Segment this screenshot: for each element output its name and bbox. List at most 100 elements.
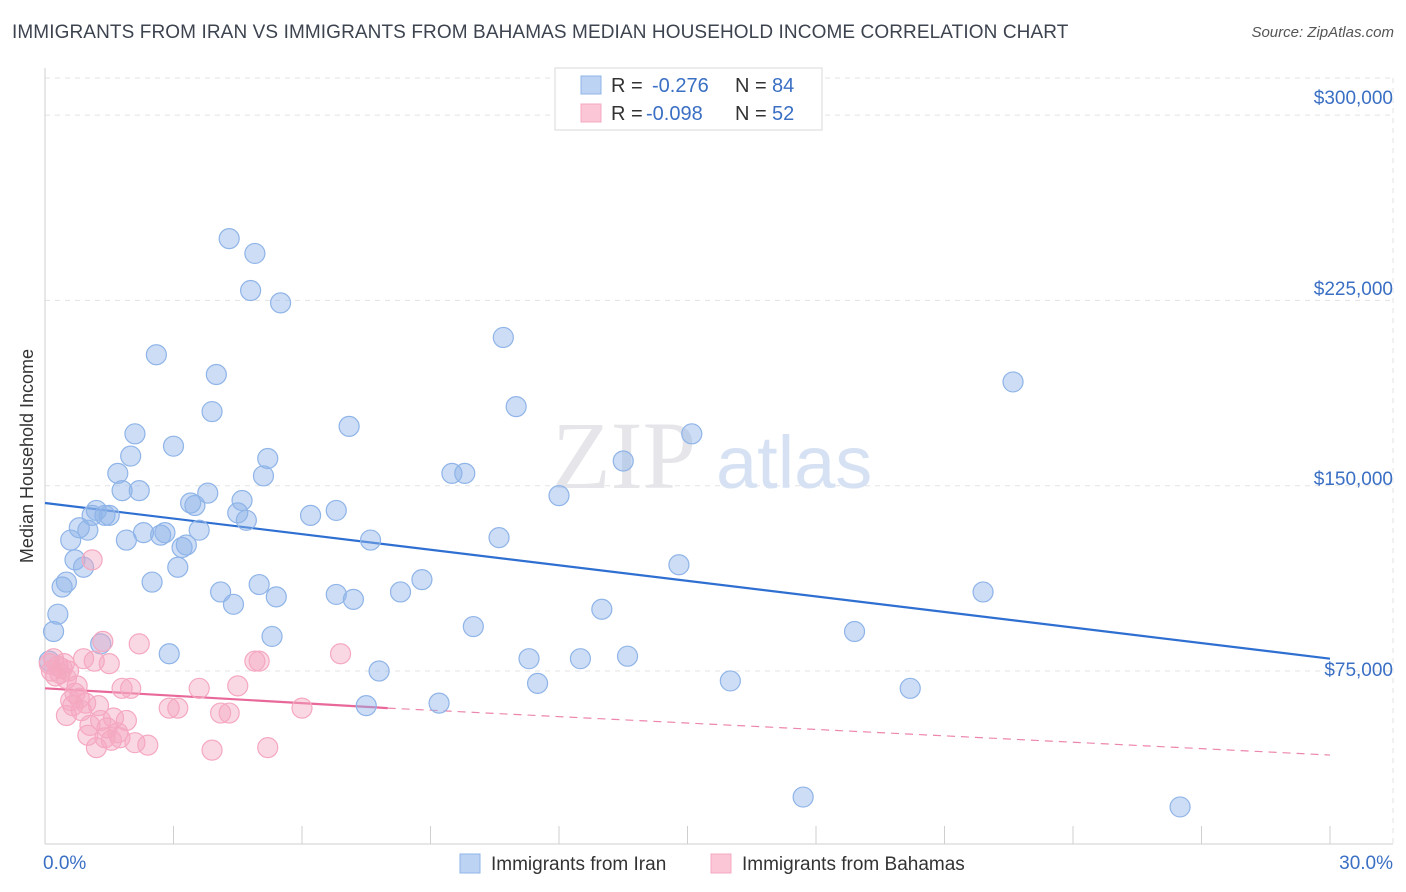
x-tick-max: 30.0% (1339, 853, 1393, 874)
point-iran-72 (612, 450, 634, 472)
point-iran-55 (355, 695, 377, 717)
point-iran-21 (141, 571, 163, 593)
point-iran-66 (505, 396, 527, 418)
legend-r-label-iran: R = (611, 75, 643, 97)
point-iran-13 (98, 504, 120, 526)
point-iran-40 (231, 489, 253, 512)
point-bahamas-47 (257, 737, 279, 759)
point-bahamas-20 (81, 549, 103, 571)
y-axis-label: Median Household Income (17, 349, 37, 563)
point-bahamas-27 (98, 653, 120, 675)
point-iran-59 (411, 569, 433, 591)
data-points (38, 228, 1191, 818)
point-iran-56 (359, 529, 382, 551)
point-iran-5 (64, 549, 86, 571)
point-iran-52 (325, 499, 347, 522)
legend-n-label-bahamas: N = (735, 103, 767, 125)
point-iran-80 (972, 581, 994, 603)
point-bahamas-44 (227, 675, 249, 697)
source-label: Source: ZipAtlas.com (1251, 24, 1394, 41)
series-legend-swatch-bahamas (710, 853, 732, 874)
point-bahamas-19 (79, 714, 101, 736)
point-iran-42 (240, 279, 262, 302)
y-tick-labels: $300,000 $225,000 $150,000 $75,000 (1314, 88, 1393, 681)
point-iran-76 (719, 670, 741, 692)
point-bahamas-32 (111, 677, 133, 699)
legend-n-value-bahamas: 52 (772, 103, 794, 125)
point-iran-43 (244, 242, 266, 265)
trend-lines (44, 501, 1331, 756)
trend-line-ext-bahamas (387, 707, 1331, 756)
point-bahamas-24 (92, 630, 114, 652)
point-iran-48 (265, 586, 287, 608)
point-iran-6 (68, 517, 90, 539)
point-iran-68 (526, 672, 549, 694)
point-bahamas-46 (248, 650, 270, 672)
point-iran-19 (128, 480, 150, 502)
point-bahamas-42 (210, 702, 232, 724)
chart-title: IMMIGRANTS FROM IRAN VS IMMIGRANTS FROM … (12, 22, 1069, 43)
point-iran-47 (261, 625, 283, 648)
point-iran-45 (252, 465, 275, 487)
point-iran-17 (120, 445, 142, 467)
point-iran-63 (462, 615, 484, 638)
point-iran-74 (668, 554, 690, 576)
watermark-atlas: atlas (716, 421, 872, 504)
point-iran-51 (325, 583, 347, 606)
point-iran-14 (107, 462, 129, 484)
point-iran-46 (257, 447, 279, 470)
grid-lines (45, 77, 1394, 844)
y-tick-75000: $75,000 (1324, 660, 1393, 681)
point-iran-4 (60, 529, 82, 551)
point-iran-57 (368, 660, 390, 682)
legend-swatch-iran (580, 75, 602, 95)
point-iran-1 (47, 603, 69, 625)
point-iran-50 (299, 504, 322, 526)
point-bahamas-33 (115, 709, 137, 732)
point-iran-18 (124, 423, 146, 445)
point-iran-79 (899, 677, 921, 699)
point-iran-15 (111, 480, 133, 502)
point-iran-44 (248, 573, 270, 596)
point-iran-26 (162, 435, 185, 457)
point-bahamas-51 (87, 695, 110, 717)
watermark: ZIP atlas (552, 402, 872, 509)
y-tick-150000: $150,000 (1314, 469, 1393, 490)
point-bahamas-37 (137, 734, 159, 756)
point-bahamas-38 (158, 697, 180, 719)
point-iran-32 (188, 519, 210, 541)
point-iran-39 (227, 502, 249, 524)
point-iran-7 (72, 556, 95, 578)
legend-r-value-bahamas: -0.098 (646, 103, 703, 125)
point-iran-35 (205, 363, 227, 386)
series-legend-label-iran: Immigrants from Iran (491, 854, 666, 875)
point-iran-60 (428, 692, 450, 714)
point-bahamas-40 (188, 677, 210, 699)
point-iran-27 (167, 556, 189, 578)
y-tick-225000: $225,000 (1314, 279, 1393, 300)
point-bahamas-49 (329, 643, 352, 665)
point-iran-0 (42, 620, 65, 643)
point-iran-22 (145, 344, 167, 366)
point-iran-54 (342, 588, 364, 610)
point-iran-31 (184, 494, 206, 517)
point-bahamas-50 (55, 704, 78, 727)
point-iran-53 (338, 415, 360, 438)
trend-line-iran (44, 501, 1331, 660)
point-bahamas-36 (128, 633, 150, 655)
x-tick-min: 0.0% (43, 853, 86, 874)
point-iran-62 (454, 462, 476, 484)
point-iran-82 (1169, 796, 1191, 818)
point-iran-78 (843, 620, 866, 643)
point-iran-69 (548, 484, 570, 507)
point-iran-73 (616, 645, 639, 667)
point-iran-29 (175, 534, 197, 556)
legend-swatch-bahamas (580, 103, 602, 123)
point-iran-70 (569, 648, 592, 670)
point-iran-36 (210, 581, 232, 603)
point-iran-38 (222, 593, 245, 615)
axes (44, 68, 1393, 845)
point-iran-24 (154, 522, 176, 544)
y-tick-300000: $300,000 (1314, 88, 1393, 109)
